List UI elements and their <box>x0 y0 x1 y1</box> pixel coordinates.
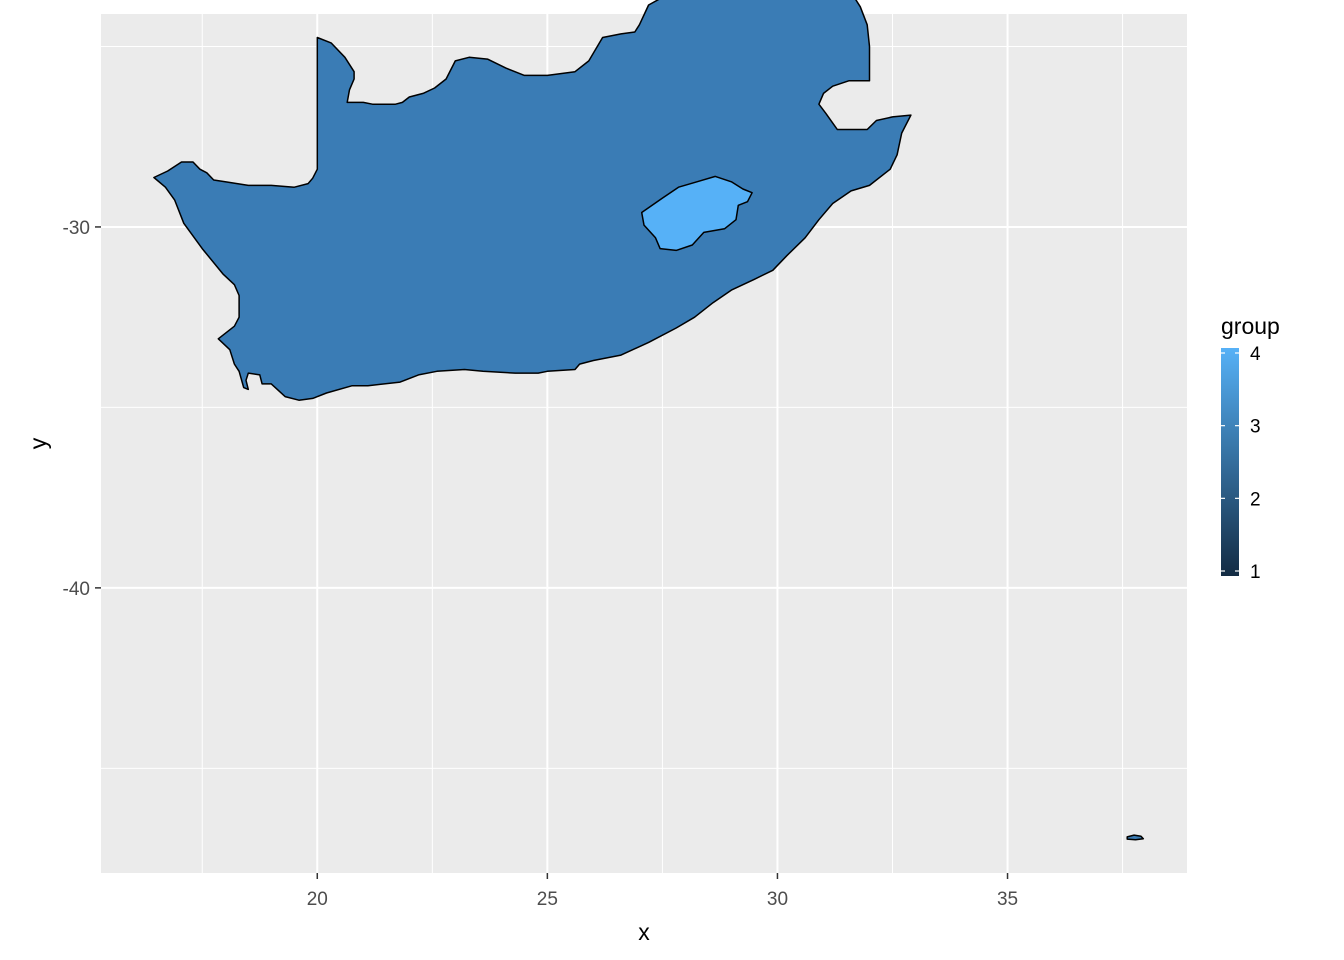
x-axis-title: x <box>638 919 650 945</box>
legend-tick-label: 3 <box>1250 417 1261 438</box>
x-axis: 20 25 30 35 <box>307 873 1018 910</box>
legend-ticks: 1 2 3 4 <box>1221 344 1261 583</box>
y-tick-label: -30 <box>63 218 90 239</box>
x-tick-label: 35 <box>997 889 1018 910</box>
legend-title: group <box>1221 313 1280 339</box>
y-tick-label: -40 <box>63 579 90 600</box>
y-axis: -30 -40 <box>63 218 101 600</box>
map-polygon-group-1 <box>1126 834 1145 841</box>
x-tick-label: 25 <box>537 889 558 910</box>
y-axis-title: y <box>25 437 51 449</box>
map-polygons <box>153 0 1145 841</box>
map-polygon-group-3 <box>153 0 912 401</box>
legend-tick-label: 2 <box>1250 489 1261 510</box>
map-polygon-group-4 <box>640 175 753 252</box>
legend-colorbar <box>1221 348 1239 576</box>
legend-tick-label: 4 <box>1250 344 1261 365</box>
legend-tick-label: 1 <box>1250 562 1261 583</box>
legend: group 1 2 3 4 <box>1221 313 1280 583</box>
x-tick-label: 20 <box>307 889 328 910</box>
x-tick-label: 30 <box>767 889 788 910</box>
